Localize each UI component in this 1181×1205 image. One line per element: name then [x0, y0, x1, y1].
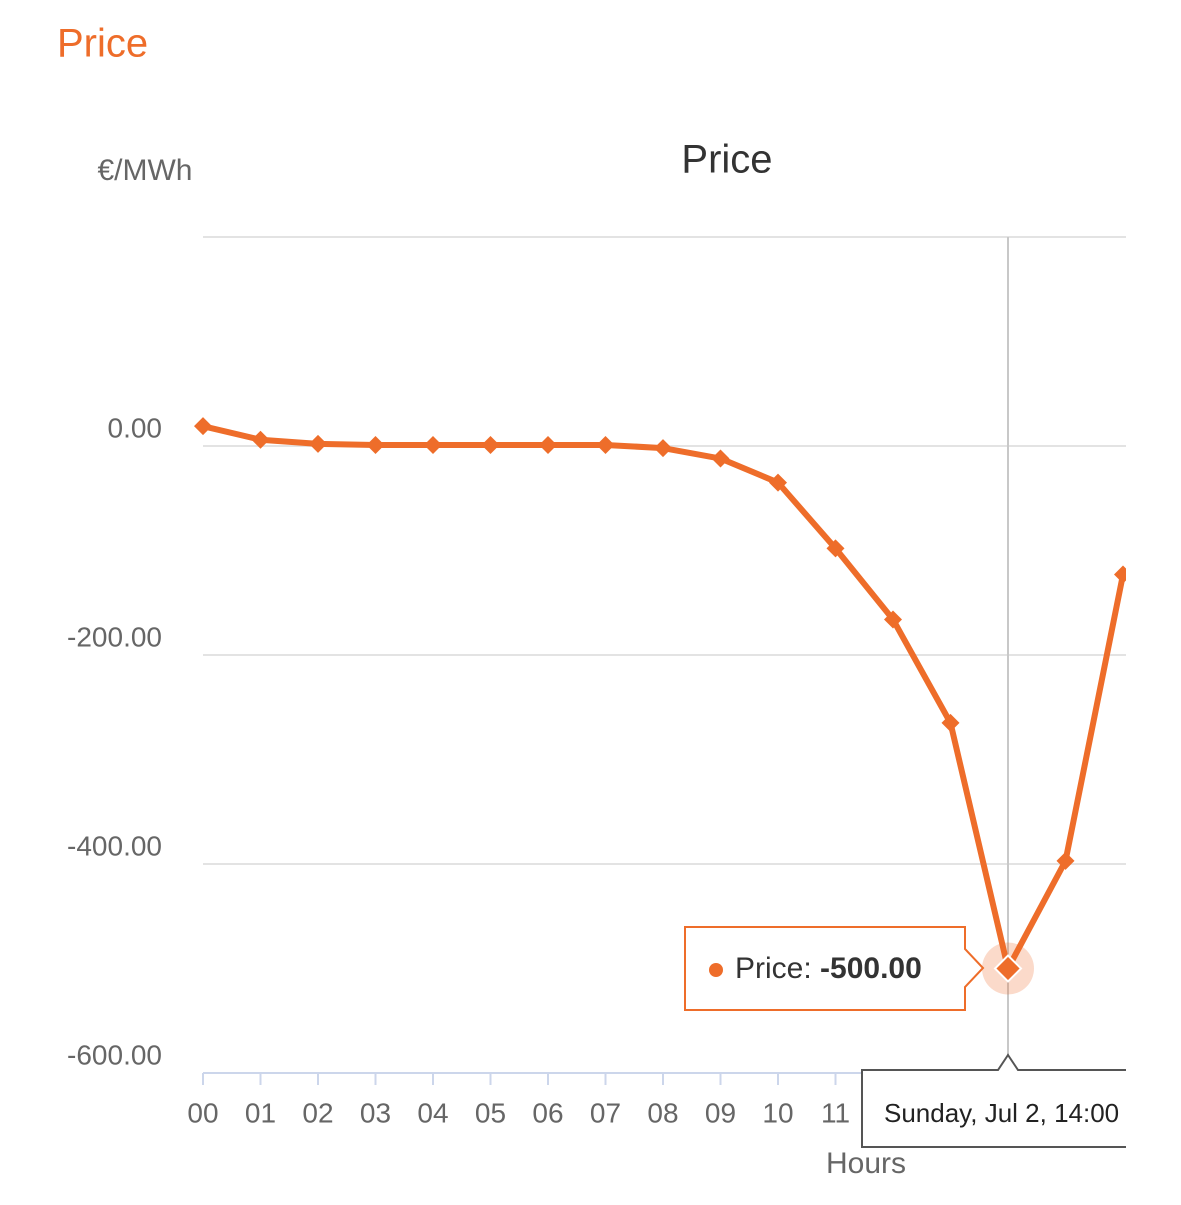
x-tick-label: 11: [821, 1097, 850, 1128]
x-tick-label: 04: [417, 1097, 448, 1128]
y-tick-label: -600.00: [67, 1039, 162, 1070]
y-tick-label: 0.00: [108, 412, 163, 443]
point-marker: [826, 539, 845, 558]
x-tick-label: 06: [532, 1097, 563, 1128]
x-tick-label: 09: [705, 1097, 736, 1128]
hover-marker: [993, 954, 1023, 983]
tooltip-box: [684, 926, 985, 1011]
point-marker: [769, 473, 787, 492]
point-marker: [481, 435, 500, 454]
tooltip-text: Price: -500.00: [735, 952, 922, 985]
point-marker: [251, 430, 270, 449]
point-marker: [309, 434, 327, 453]
page-title: Price: [57, 22, 148, 66]
point-marker: [596, 435, 615, 454]
y-tick-label: -400.00: [67, 830, 162, 861]
point-marker: [366, 435, 385, 454]
point-marker: [1056, 851, 1075, 870]
chart-title: Price: [681, 138, 772, 182]
y-axis-unit: €/MWh: [97, 154, 192, 187]
x-tick-label: 05: [475, 1097, 506, 1128]
x-axis-title: Hours: [826, 1147, 906, 1180]
tooltip-series: Price:: [735, 952, 812, 985]
point-marker: [654, 439, 672, 458]
y-tick-label: -200.00: [67, 621, 162, 652]
point-marker: [194, 417, 212, 436]
point-marker: [711, 449, 730, 468]
x-tick-label: 00: [187, 1097, 218, 1128]
point-marker: [1114, 565, 1126, 584]
x-tick-label: 01: [245, 1097, 276, 1128]
tooltip-dot: [709, 963, 723, 977]
date-tooltip-text: Sunday, Jul 2, 14:00: [884, 1098, 1119, 1128]
tooltip-value: -500.00: [820, 952, 922, 985]
x-tick-label: 10: [762, 1097, 793, 1128]
point-marker: [941, 713, 960, 732]
point-marker: [424, 435, 442, 454]
price-line: [202, 423, 1126, 972]
x-tick-label: 02: [302, 1097, 333, 1128]
point-marker: [884, 610, 902, 629]
x-tick-label: 03: [360, 1097, 391, 1128]
date-tooltip-box: [861, 1053, 1126, 1148]
x-tick-label: 08: [647, 1097, 678, 1128]
x-tick-label: 07: [590, 1097, 621, 1128]
point-marker: [539, 435, 557, 454]
